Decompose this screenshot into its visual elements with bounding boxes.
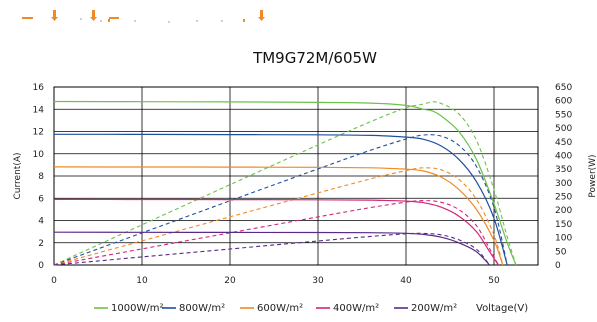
y-tick-label: 2 (38, 239, 44, 249)
y-tick-label: 4 (38, 217, 44, 227)
y2-tick-label: 0 (555, 261, 561, 271)
y-tick-label: 12 (33, 128, 44, 138)
x-tick-label: 40 (400, 276, 412, 286)
current-curve (53, 198, 499, 266)
x-tick-label: 10 (136, 276, 148, 286)
current-curve (53, 133, 508, 266)
x-tick-label: 50 (488, 276, 500, 286)
y2-tick-label: 50 (555, 247, 567, 257)
legend: 1000W/m² 800W/m² 600W/m² 400W/m² 200W/m² Volt… (94, 303, 528, 314)
legend-label: 800W/m² (179, 303, 225, 314)
y2-tick-label: 100 (555, 234, 572, 244)
y-tick-label: 0 (38, 261, 44, 271)
y2-tick-label: 450 (555, 138, 572, 148)
y-tick-label: 10 (33, 150, 45, 160)
x-axis-ticks: 0 10 20 30 40 50 (51, 276, 500, 286)
x-axis-title: Voltage(V) (476, 303, 528, 314)
y-tick-label: 14 (33, 105, 45, 115)
power-curve (53, 232, 491, 266)
y2-tick-label: 300 (555, 179, 572, 189)
y2-tick-label: 500 (555, 124, 572, 134)
x-tick-label: 0 (51, 276, 57, 286)
x-tick-label: 30 (312, 276, 324, 286)
power-curve (53, 101, 517, 266)
y2-tick-label: 150 (555, 220, 572, 230)
y2-tick-label: 250 (555, 193, 572, 203)
legend-label: 400W/m² (333, 303, 379, 314)
y2-tick-label: 400 (555, 151, 572, 161)
current-curve (53, 166, 504, 266)
plot-frame (53, 86, 539, 266)
legend-label: 200W/m² (411, 303, 457, 314)
y2-tick-label: 550 (555, 110, 572, 120)
y2-tick-label: 600 (555, 97, 572, 107)
y-axis-ticks: 0 2 4 6 8 10 12 14 16 (33, 83, 45, 271)
legend-label: 600W/m² (257, 303, 303, 314)
legend-label: 1000W/m² (111, 303, 163, 314)
x-tick-label: 20 (224, 276, 236, 286)
y-tick-label: 16 (33, 83, 45, 93)
power-curve (53, 167, 504, 266)
y-axis-title: Current(A) (13, 153, 23, 200)
grid (53, 86, 538, 266)
y2-tick-label: 350 (555, 165, 572, 175)
y2-tick-label: 650 (555, 83, 572, 93)
power-curve (53, 134, 508, 266)
brand-logo (22, 10, 265, 23)
chart-title: TM9G72M/605W (252, 49, 377, 67)
series-layer (53, 100, 517, 266)
y2-tick-label: 200 (555, 206, 572, 216)
current-curve (53, 231, 491, 266)
y2-axis-ticks: 0 50 100 150 200 250 300 350 400 450 500 550 600 650 (555, 83, 572, 271)
current-curve (53, 100, 517, 266)
y-tick-label: 6 (38, 194, 44, 204)
y2-axis-title: Power(W) (588, 154, 597, 197)
y-tick-label: 8 (38, 172, 44, 182)
